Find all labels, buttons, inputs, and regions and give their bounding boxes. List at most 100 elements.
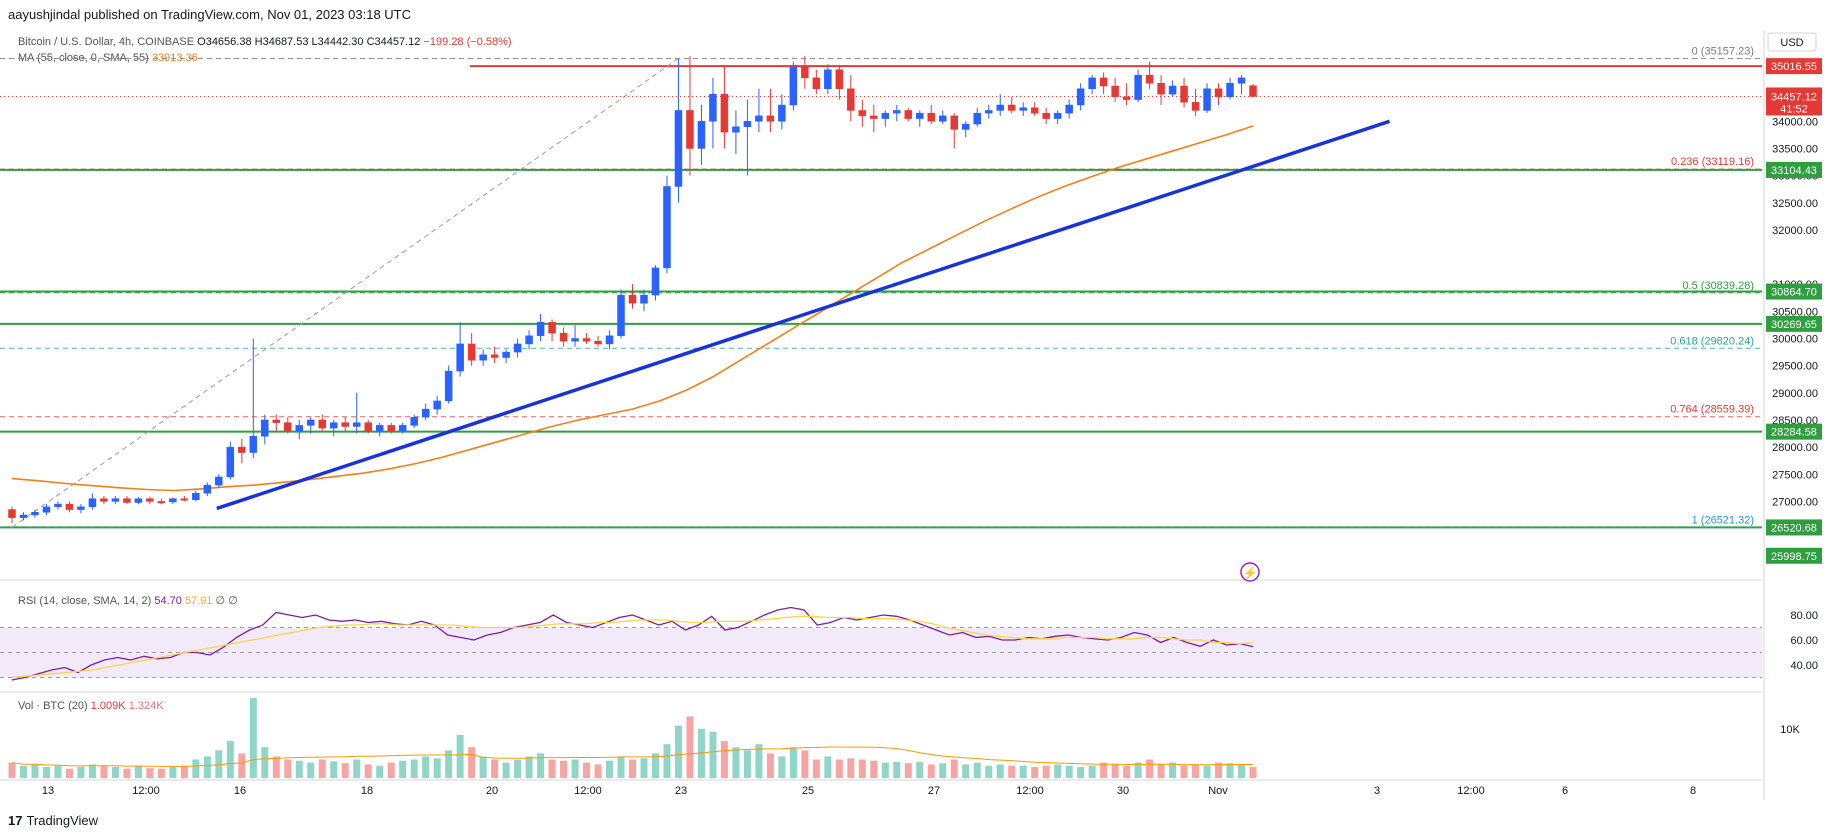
volume-bar	[973, 762, 981, 778]
volume-bar	[318, 759, 326, 778]
candle-body	[939, 115, 947, 122]
candle-body	[571, 338, 579, 342]
candle-body	[180, 498, 189, 501]
candle-body	[789, 66, 798, 106]
price-tick-label: 33500.00	[1772, 143, 1818, 155]
volume-bar	[1215, 762, 1223, 778]
volume-bar	[927, 764, 935, 778]
candle-body	[1030, 107, 1039, 114]
volume-legend[interactable]: Vol · BTC (20) 1.009K 1.324K	[18, 700, 164, 712]
volume-bar	[491, 759, 499, 778]
last-price-box	[1766, 87, 1822, 116]
volume-bar	[985, 765, 993, 778]
symbol-legend: Bitcoin / U.S. Dollar, 4h, COINBASE O346…	[18, 36, 512, 48]
rsi-sma-value: 57.91	[184, 595, 213, 607]
rsi-sma-line	[11, 615, 1254, 679]
time-tick-label: 13	[42, 785, 54, 797]
volume-bar	[502, 762, 510, 778]
price-tick-label: 27500.00	[1772, 469, 1818, 481]
volume-bar	[1203, 765, 1211, 778]
candle-body	[261, 419, 269, 437]
price-axis: 27000.0027500.0028000.0028500.0029000.00…	[1766, 32, 1822, 564]
fib-level-label: 0.236 (33119.16)	[1671, 156, 1754, 168]
candle-body	[961, 123, 970, 130]
volume-bar	[226, 741, 234, 778]
volume-bar	[525, 756, 533, 778]
candle-body	[1249, 85, 1257, 97]
volume-bar	[950, 759, 958, 778]
volume-bar	[858, 759, 866, 778]
level-price-label: 35016.55	[1771, 61, 1817, 73]
candle-body	[1053, 112, 1062, 119]
candle-body	[525, 335, 533, 345]
candle-body	[720, 93, 729, 133]
candle-body	[801, 66, 809, 79]
candle-body	[732, 126, 740, 133]
extra-price-label: 25998.75	[1771, 551, 1817, 563]
volume-bar	[410, 759, 418, 778]
candle-body	[238, 446, 246, 453]
volume-bar	[445, 750, 453, 778]
volume-bar	[801, 750, 809, 778]
time-tick-label: 8	[1690, 785, 1696, 797]
time-tick-label: 12:00	[1457, 785, 1485, 797]
candle-body	[766, 115, 775, 122]
rsi-value: 54.70	[154, 595, 182, 607]
time-tick-label: Nov	[1208, 785, 1228, 797]
candle-body	[203, 484, 212, 494]
rsi-extra: ∅ ∅	[215, 595, 238, 607]
candle-body	[743, 121, 752, 127]
volume-bar	[433, 758, 441, 778]
volume-bar	[571, 759, 579, 778]
volume-bar	[65, 768, 73, 778]
volume-bar	[743, 750, 751, 778]
volume-bar	[594, 764, 602, 778]
rsi-legend[interactable]: RSI (14, close, SMA, 14, 2) 54.70 57.91 …	[18, 594, 238, 607]
candle-body	[375, 425, 384, 432]
volume-bar	[847, 758, 855, 778]
candle-body	[341, 422, 349, 427]
rsi-tick-label: 80.00	[1790, 610, 1818, 622]
tradingview-brand[interactable]: 17 TradingView	[8, 813, 98, 828]
trend-line	[216, 119, 1391, 511]
volume-bar	[192, 759, 200, 778]
candle-body	[1065, 104, 1073, 114]
volume-bar	[456, 734, 464, 778]
level-price-box	[1766, 161, 1822, 178]
candle-body	[8, 509, 16, 518]
volume-bar	[1111, 764, 1119, 778]
candle-body	[146, 498, 154, 502]
candle-body	[755, 115, 763, 122]
volume-bar	[8, 762, 16, 778]
fib-level-label: 0 (35157.23)	[1692, 45, 1754, 57]
candle-body	[835, 69, 844, 89]
price-tick-label: 34000.00	[1772, 116, 1818, 128]
candle-body	[927, 112, 936, 122]
volume-bar	[1169, 762, 1177, 778]
currency-label: USD	[1780, 37, 1803, 49]
volume-bar	[640, 758, 648, 778]
volume-bar	[1077, 766, 1085, 778]
volume-bar	[261, 747, 269, 778]
candle-body	[1214, 88, 1223, 98]
volume-ma-value: 1.324K	[128, 700, 164, 712]
candle-body	[996, 104, 1004, 111]
volume-bar	[238, 753, 246, 778]
candle-body	[54, 503, 62, 508]
time-tick-label: 16	[234, 785, 246, 797]
level-price-label: 30269.65	[1771, 319, 1817, 331]
candle-body	[628, 294, 637, 304]
event-marker-icon	[1240, 562, 1260, 582]
volume-bar	[341, 763, 349, 778]
volume-bar	[180, 765, 188, 778]
candle-body	[192, 493, 200, 501]
candle-body	[663, 186, 671, 269]
volume-bar	[1123, 765, 1131, 778]
candle-body	[870, 115, 878, 119]
volume-bar	[709, 731, 717, 778]
volume-bar	[629, 759, 636, 778]
price-tick-label: 28000.00	[1772, 442, 1818, 454]
price-pane: 0 (35157.23) 0.236 (33119.16) 0.5 (30839.2…	[0, 45, 1762, 582]
last-price-label: 34457.12	[1771, 91, 1817, 103]
